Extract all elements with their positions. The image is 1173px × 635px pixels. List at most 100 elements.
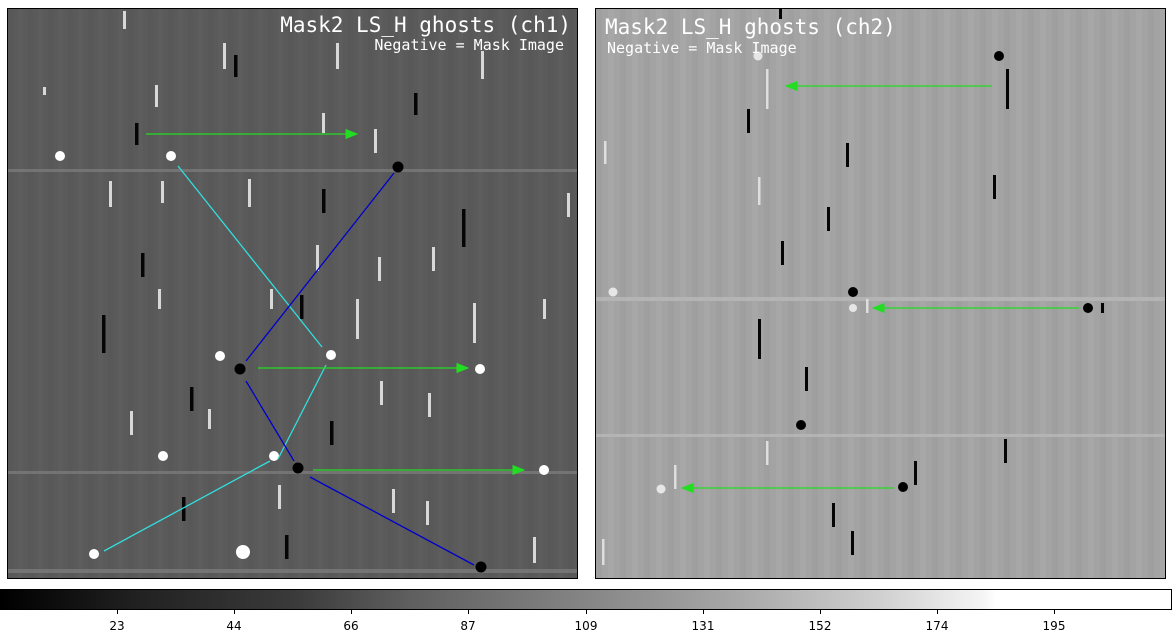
texture-stripe [568, 9, 573, 578]
texture-stripe [318, 9, 323, 578]
colorbar-tick [1054, 610, 1055, 614]
slit-image [336, 43, 339, 69]
texture-stripe [944, 9, 950, 578]
panel-title-ch1: Mask2 LS_H ghosts (ch1) [280, 13, 571, 37]
texture-stripe [188, 9, 193, 578]
texture-stripe [692, 9, 698, 578]
slit-image [432, 247, 435, 271]
slit-image [392, 489, 395, 513]
texture-stripe [920, 9, 926, 578]
slit-image [158, 289, 161, 309]
texture-stripe [168, 9, 173, 578]
slit-image [674, 465, 677, 489]
slit-image [380, 381, 383, 405]
texture-stripe [836, 9, 842, 578]
texture-stripe [956, 9, 962, 578]
texture-stripe [1124, 9, 1130, 578]
texture-stripe [1064, 9, 1070, 578]
slit-image [428, 393, 431, 417]
mask-slit [1004, 439, 1007, 463]
colorbar-tick-label: 87 [460, 619, 476, 633]
mask-slit [322, 189, 326, 213]
texture-stripe [1004, 9, 1010, 578]
texture-stripe [752, 9, 758, 578]
mask-slit [827, 207, 830, 231]
colorbar-tick-label: 195 [1042, 619, 1066, 633]
texture-stripe [704, 9, 710, 578]
image-ch2 [596, 9, 1165, 578]
texture-stripe [58, 9, 63, 578]
texture-stripe [178, 9, 183, 578]
slit-image [161, 181, 164, 203]
panel-subtitle-ch1: Negative = Mask Image [374, 36, 564, 54]
texture-stripe [428, 9, 433, 578]
colorbar-tick-label: 23 [109, 619, 125, 633]
slit-image [604, 141, 607, 164]
ghost-dot [158, 451, 168, 461]
texture-stripe [800, 9, 806, 578]
texture-stripe [328, 9, 333, 578]
mask-slit [781, 241, 784, 265]
slit-image [866, 299, 869, 313]
texture-stripe [398, 9, 403, 578]
slit-image [248, 179, 251, 207]
texture-stripe [448, 9, 453, 578]
texture-stripe [238, 9, 243, 578]
ghost-dot [539, 465, 549, 475]
texture-stripe [548, 9, 553, 578]
texture-stripe [968, 9, 974, 578]
texture-stripe [680, 9, 686, 578]
texture-stripe [992, 9, 998, 578]
horizontal-streak [8, 169, 577, 172]
mask-slit [300, 295, 304, 319]
texture-stripe [388, 9, 393, 578]
ghost-dot [849, 304, 857, 312]
texture-stripe [1016, 9, 1022, 578]
mask-slit [846, 143, 849, 167]
mask-dot [796, 420, 806, 430]
ghost-dot [326, 350, 336, 360]
blue-line [245, 380, 295, 462]
texture-stripe [528, 9, 533, 578]
texture-stripe [438, 9, 443, 578]
texture-stripe [788, 9, 794, 578]
texture-stripe [258, 9, 263, 578]
slit-image [766, 441, 769, 465]
mask-slit [832, 503, 835, 527]
mask-slit [747, 109, 750, 133]
colorbar-tick [703, 610, 704, 614]
texture-stripe [908, 9, 914, 578]
texture-stripe [518, 9, 523, 578]
texture-stripe [98, 9, 103, 578]
slit-image [758, 177, 761, 205]
texture-stripe [248, 9, 253, 578]
texture-stripe [128, 9, 133, 578]
blue-line [245, 172, 395, 362]
slit-image [567, 193, 570, 217]
horizontal-streak [8, 471, 577, 474]
texture-stripe [138, 9, 143, 578]
texture-stripe [1100, 9, 1106, 578]
texture-stripe [872, 9, 878, 578]
image-ch1 [8, 9, 577, 578]
texture-stripe [860, 9, 866, 578]
texture-stripe [458, 9, 463, 578]
slit-image [223, 43, 226, 69]
slit-image [208, 409, 211, 429]
mask-slit [758, 319, 761, 359]
ghost-dot [608, 287, 618, 297]
texture-stripe [656, 9, 662, 578]
mask-slit [330, 421, 334, 445]
ghost-dot [753, 51, 763, 61]
texture-stripe [88, 9, 93, 578]
mask-slit [234, 55, 238, 77]
texture-stripe [1088, 9, 1094, 578]
cyan-line [277, 364, 327, 460]
ghost-dot [475, 364, 485, 374]
texture-stripe [884, 9, 890, 578]
texture-stripe [468, 9, 473, 578]
mask-dot [475, 561, 487, 573]
texture-stripe [812, 9, 818, 578]
texture-stripe [338, 9, 343, 578]
mask-slit [102, 315, 106, 353]
